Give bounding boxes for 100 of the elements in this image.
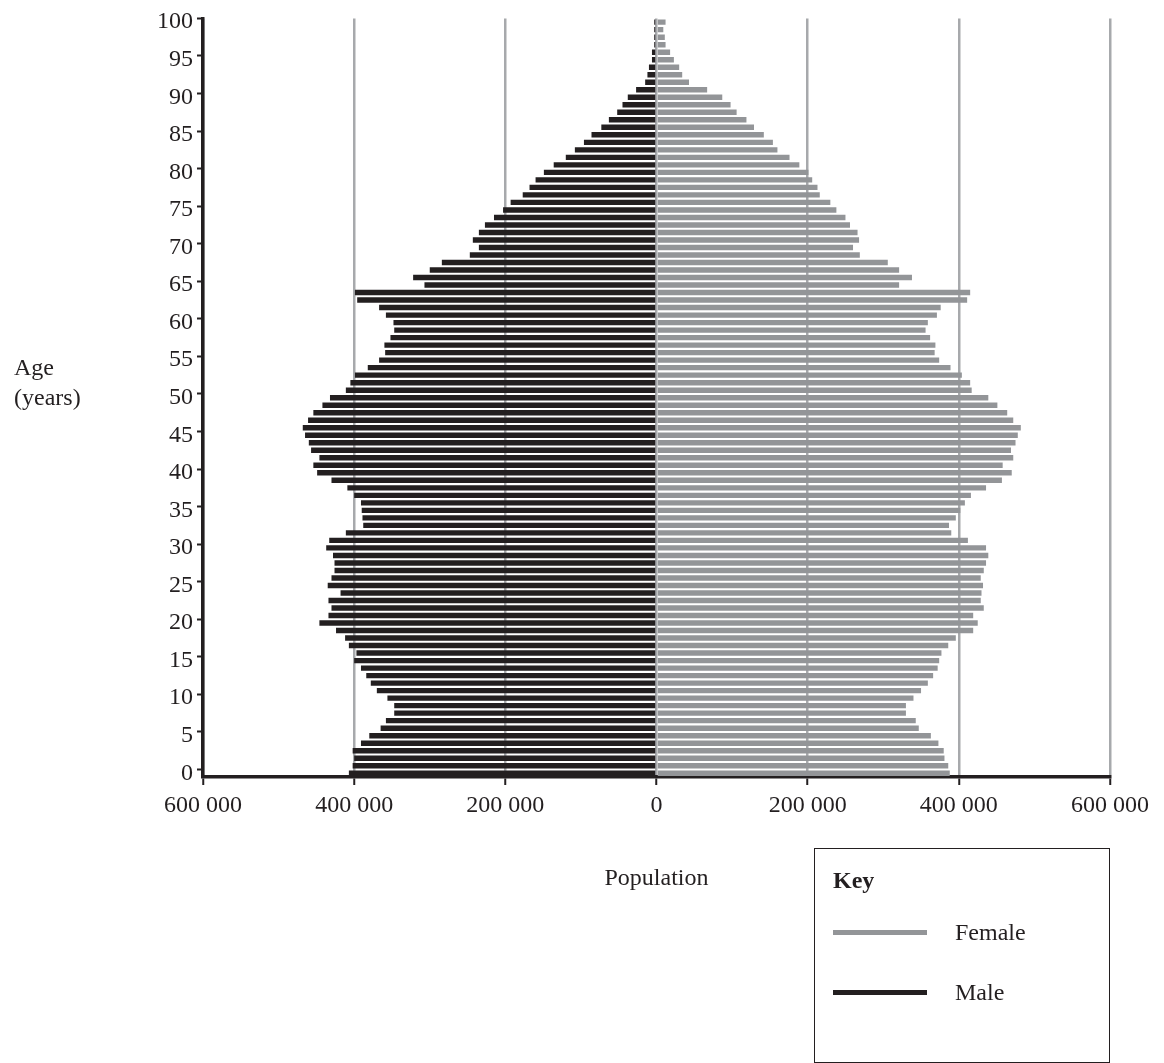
bar — [657, 139, 773, 146]
bar — [657, 477, 1002, 484]
bar — [369, 732, 656, 739]
bar — [657, 432, 1018, 438]
bar — [657, 455, 1014, 461]
bar — [333, 552, 656, 559]
y-tick-label: 80 — [169, 157, 193, 184]
bar — [657, 334, 931, 341]
bar — [394, 327, 656, 333]
bar — [657, 492, 971, 499]
y-tick-label: 45 — [169, 420, 193, 447]
bar — [657, 349, 935, 356]
bar — [657, 64, 680, 70]
bar — [352, 763, 656, 769]
bar — [565, 154, 656, 161]
bar — [657, 229, 858, 236]
bar — [657, 560, 987, 566]
bar — [345, 530, 656, 536]
y-tick-label: 20 — [169, 608, 193, 635]
bar — [334, 567, 656, 574]
x-axis-title: Population — [604, 863, 709, 890]
bar — [657, 755, 945, 761]
bar — [657, 417, 1014, 423]
bar — [657, 259, 888, 266]
bar — [657, 327, 926, 333]
bar — [657, 440, 1016, 446]
bar — [636, 87, 656, 93]
bar — [510, 199, 656, 206]
bar — [313, 410, 656, 416]
bar — [657, 387, 972, 393]
bar — [657, 702, 906, 709]
bar — [379, 357, 656, 363]
bar — [574, 147, 656, 153]
bar — [657, 184, 818, 191]
bar — [352, 748, 656, 754]
y-tick-label: 50 — [169, 383, 193, 409]
y-tick-label: 100 — [157, 7, 193, 34]
bar — [657, 244, 854, 251]
bar — [657, 364, 951, 371]
bar — [354, 289, 656, 296]
y-tick-label: 5 — [181, 720, 193, 747]
bar — [657, 710, 906, 716]
y-tick-label: 15 — [169, 645, 193, 672]
bar — [657, 763, 949, 769]
y-tick-label: 25 — [169, 570, 193, 597]
bar — [331, 575, 656, 581]
bar — [657, 19, 666, 25]
bar — [657, 372, 962, 378]
bar — [657, 267, 900, 273]
bar — [657, 319, 928, 326]
bar — [657, 94, 723, 100]
x-tick-label: 600 000 — [164, 790, 242, 817]
bar — [657, 72, 683, 78]
bar — [657, 342, 936, 348]
bar — [647, 72, 656, 78]
bar — [322, 402, 656, 408]
bar — [360, 665, 656, 671]
bar — [657, 214, 846, 221]
bar — [657, 199, 831, 206]
bar — [370, 680, 656, 686]
bar — [657, 207, 837, 213]
bar — [354, 372, 656, 378]
x-tick-label: 200 000 — [768, 790, 847, 817]
bar — [657, 124, 754, 131]
bar — [385, 717, 656, 724]
bar — [472, 237, 656, 243]
y-tick-label: 0 — [181, 758, 193, 785]
bar — [657, 717, 916, 724]
bar — [424, 282, 656, 288]
y-tick-label: 70 — [169, 232, 193, 259]
bar — [329, 537, 656, 544]
bar — [317, 470, 656, 476]
bar — [657, 147, 778, 153]
bar — [331, 605, 656, 611]
bar — [394, 710, 656, 716]
bar — [347, 485, 656, 491]
bar — [645, 79, 656, 85]
bar — [657, 597, 981, 604]
bar — [657, 177, 813, 183]
bar — [345, 635, 656, 641]
bar — [354, 755, 656, 761]
y-tick-label: 10 — [169, 683, 193, 710]
bar — [657, 680, 928, 686]
bar — [441, 259, 656, 266]
bar — [535, 177, 656, 183]
bar — [308, 417, 656, 423]
bar — [354, 492, 656, 499]
bar — [657, 770, 950, 776]
bar — [657, 552, 989, 559]
bar — [657, 109, 737, 115]
bar — [361, 507, 656, 514]
bar — [657, 507, 961, 514]
bar — [657, 274, 912, 281]
bar — [657, 252, 860, 258]
bar — [305, 432, 656, 438]
bar — [657, 289, 971, 296]
bar — [376, 687, 656, 694]
bar — [591, 132, 656, 138]
bar — [334, 560, 656, 566]
bar — [350, 379, 656, 386]
